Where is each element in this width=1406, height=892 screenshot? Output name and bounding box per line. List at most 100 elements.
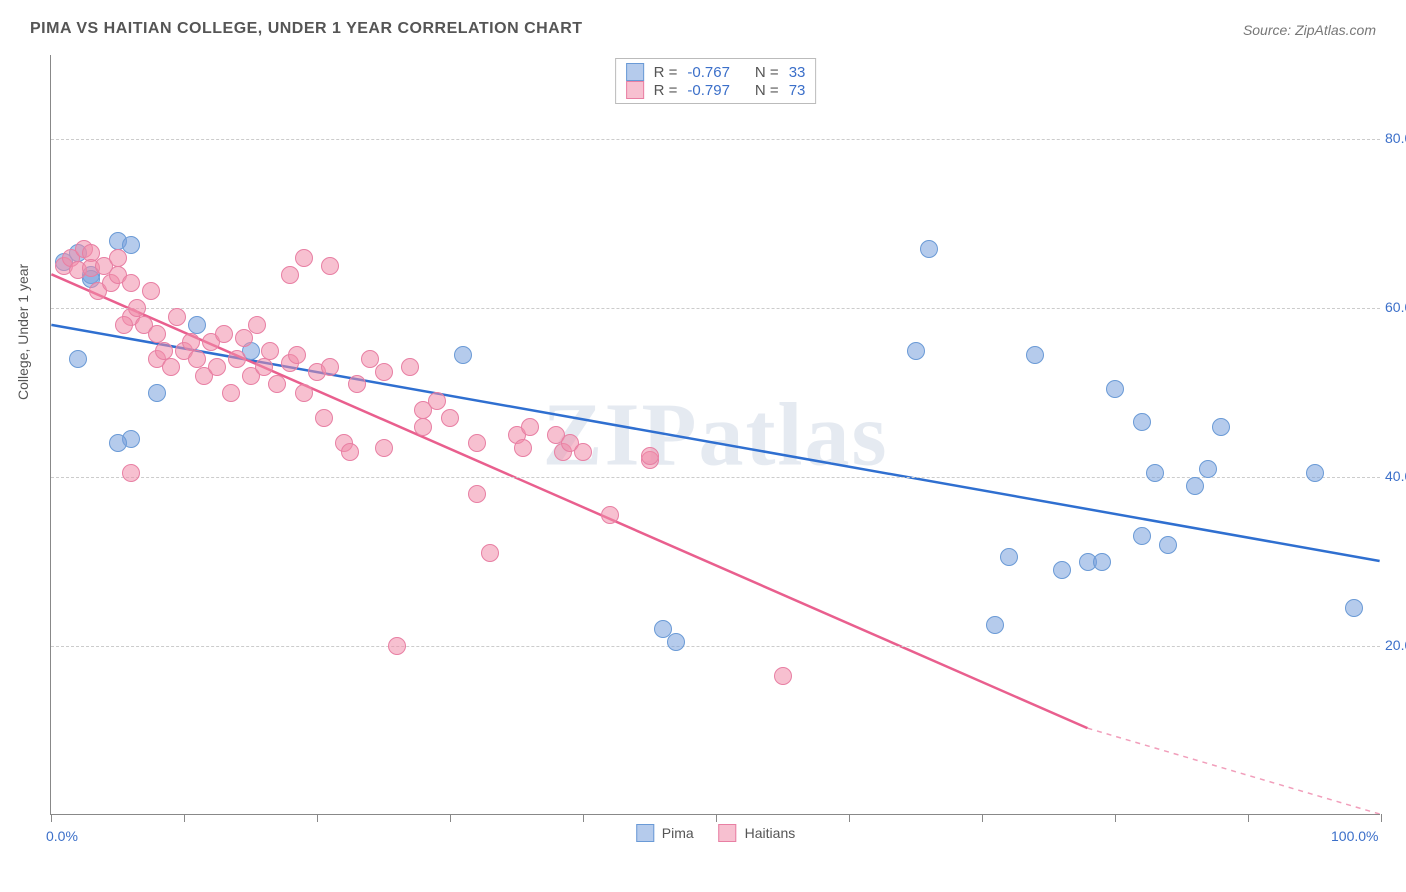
data-point bbox=[1133, 527, 1151, 545]
data-point bbox=[667, 633, 685, 651]
data-point bbox=[162, 358, 180, 376]
data-point bbox=[401, 358, 419, 376]
data-point bbox=[1345, 599, 1363, 617]
data-point bbox=[168, 308, 186, 326]
data-point bbox=[1093, 553, 1111, 571]
source-attribution: Source: ZipAtlas.com bbox=[1243, 22, 1376, 38]
chart-title: PIMA VS HAITIAN COLLEGE, UNDER 1 YEAR CO… bbox=[30, 20, 583, 38]
data-point bbox=[1212, 418, 1230, 436]
data-point bbox=[261, 342, 279, 360]
data-point bbox=[654, 620, 672, 638]
data-point bbox=[774, 667, 792, 685]
legend-item: Haitians bbox=[719, 824, 796, 842]
data-point bbox=[268, 375, 286, 393]
data-point bbox=[375, 439, 393, 457]
data-point bbox=[514, 439, 532, 457]
data-point bbox=[155, 342, 173, 360]
data-point bbox=[288, 346, 306, 364]
data-point bbox=[128, 299, 146, 317]
x-tick bbox=[1381, 814, 1382, 822]
x-tick bbox=[849, 814, 850, 822]
data-point bbox=[441, 409, 459, 427]
gridline bbox=[51, 139, 1380, 140]
legend-swatch bbox=[719, 824, 737, 842]
x-tick-label: 100.0% bbox=[1331, 828, 1378, 844]
y-tick-label: 60.0% bbox=[1385, 299, 1406, 315]
x-tick bbox=[1115, 814, 1116, 822]
x-tick bbox=[982, 814, 983, 822]
scatter-chart: ZIPatlas R = -0.767N = 33R = -0.797 N = 7… bbox=[50, 55, 1380, 815]
legend-row: R = -0.797 N = 73 bbox=[626, 81, 806, 99]
data-point bbox=[315, 409, 333, 427]
data-point bbox=[188, 350, 206, 368]
data-point bbox=[142, 282, 160, 300]
data-point bbox=[228, 350, 246, 368]
legend-r-label: R = bbox=[654, 82, 678, 99]
legend-n-value: 33 bbox=[789, 64, 806, 81]
legend-r-label: R = bbox=[654, 64, 678, 81]
data-point bbox=[521, 418, 539, 436]
data-point bbox=[1026, 346, 1044, 364]
data-point bbox=[122, 274, 140, 292]
data-point bbox=[188, 316, 206, 334]
legend-row: R = -0.767N = 33 bbox=[626, 63, 806, 81]
data-point bbox=[388, 637, 406, 655]
data-point bbox=[1199, 460, 1217, 478]
x-tick bbox=[1248, 814, 1249, 822]
watermark-text: ZIPatlas bbox=[542, 383, 888, 486]
data-point bbox=[148, 384, 166, 402]
data-point bbox=[341, 443, 359, 461]
data-point bbox=[1053, 561, 1071, 579]
data-point bbox=[1146, 464, 1164, 482]
legend-r-value: -0.797 bbox=[687, 82, 730, 99]
x-tick bbox=[583, 814, 584, 822]
data-point bbox=[295, 384, 313, 402]
data-point bbox=[468, 434, 486, 452]
data-point bbox=[281, 266, 299, 284]
data-point bbox=[468, 485, 486, 503]
trend-lines-layer bbox=[51, 55, 1380, 814]
data-point bbox=[215, 325, 233, 343]
x-tick-label: 0.0% bbox=[46, 828, 78, 844]
data-point bbox=[907, 342, 925, 360]
x-tick bbox=[184, 814, 185, 822]
data-point bbox=[148, 325, 166, 343]
data-point bbox=[255, 358, 273, 376]
data-point bbox=[222, 384, 240, 402]
correlation-legend: R = -0.767N = 33R = -0.797 N = 73 bbox=[615, 58, 817, 104]
trend-line bbox=[51, 325, 1379, 561]
y-tick-label: 20.0% bbox=[1385, 637, 1406, 653]
data-point bbox=[920, 240, 938, 258]
trend-line-extrapolated bbox=[1087, 728, 1379, 814]
gridline bbox=[51, 646, 1380, 647]
data-point bbox=[1306, 464, 1324, 482]
data-point bbox=[574, 443, 592, 461]
data-point bbox=[295, 249, 313, 267]
legend-swatch bbox=[626, 63, 644, 81]
legend-item: Pima bbox=[636, 824, 694, 842]
legend-n-value: 73 bbox=[789, 82, 806, 99]
data-point bbox=[122, 464, 140, 482]
data-point bbox=[641, 447, 659, 465]
data-point bbox=[1133, 413, 1151, 431]
data-point bbox=[1159, 536, 1177, 554]
data-point bbox=[321, 358, 339, 376]
data-point bbox=[1106, 380, 1124, 398]
gridline bbox=[51, 477, 1380, 478]
data-point bbox=[115, 316, 133, 334]
data-point bbox=[109, 249, 127, 267]
legend-n-label: N = bbox=[755, 82, 779, 99]
legend-n-label: N = bbox=[755, 64, 779, 81]
x-tick bbox=[317, 814, 318, 822]
data-point bbox=[109, 434, 127, 452]
legend-swatch bbox=[626, 81, 644, 99]
x-tick bbox=[716, 814, 717, 822]
y-axis-label: College, Under 1 year bbox=[15, 264, 31, 400]
gridline bbox=[51, 308, 1380, 309]
legend-swatch bbox=[636, 824, 654, 842]
data-point bbox=[601, 506, 619, 524]
legend-label: Haitians bbox=[745, 825, 796, 841]
data-point bbox=[454, 346, 472, 364]
x-tick bbox=[450, 814, 451, 822]
data-point bbox=[69, 350, 87, 368]
